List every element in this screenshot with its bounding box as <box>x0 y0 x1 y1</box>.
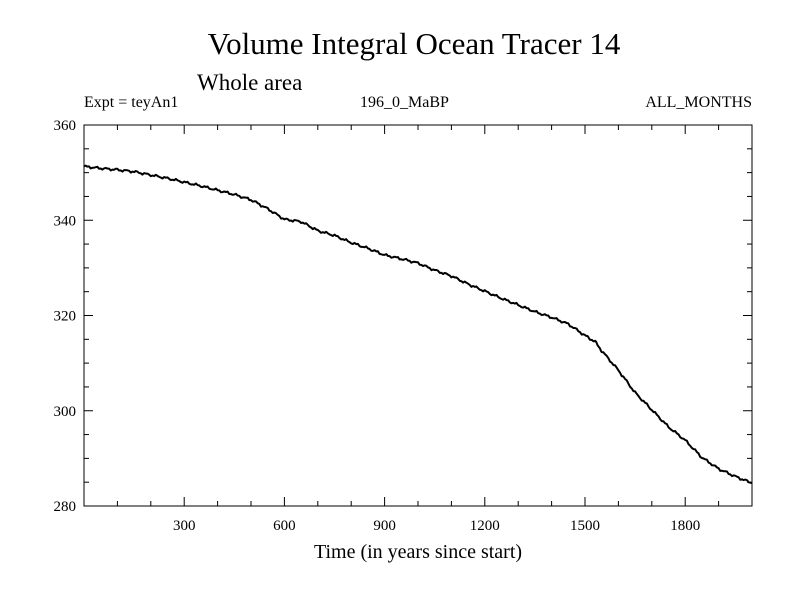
months-label: ALL_MONTHS <box>645 94 752 111</box>
x-tick-label: 600 <box>273 518 296 534</box>
period-label: 196_0_MaBP <box>360 94 449 111</box>
x-tick-label: 900 <box>373 518 396 534</box>
series-line <box>83 164 753 485</box>
chart-subtitle: Whole area <box>197 70 303 95</box>
x-tick-label: 300 <box>173 518 196 534</box>
y-tick-label: 360 <box>54 118 77 134</box>
y-tick-label: 300 <box>54 404 77 420</box>
x-tick-label: 1200 <box>470 518 500 534</box>
x-tick-label: 1800 <box>670 518 700 534</box>
y-tick-label: 320 <box>54 309 77 325</box>
y-tick-label: 280 <box>54 499 77 515</box>
experiment-label: Expt = teyAn1 <box>84 94 179 111</box>
x-tick-label: 1500 <box>570 518 600 534</box>
chart-title: Volume Integral Ocean Tracer 14 <box>207 26 621 61</box>
x-axis-title: Time (in years since start) <box>314 541 522 563</box>
y-tick-label: 340 <box>54 213 77 229</box>
